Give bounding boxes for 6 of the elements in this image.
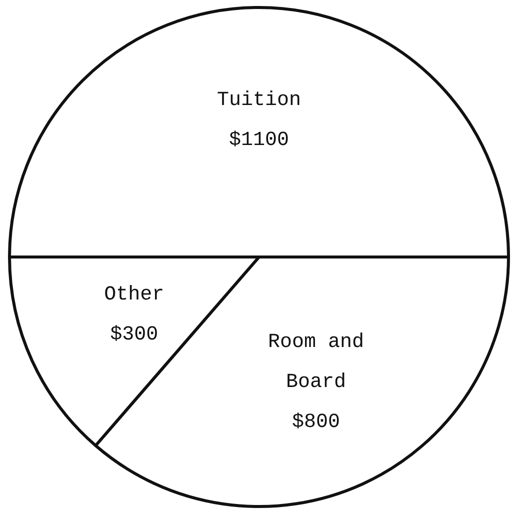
data-label: $800: [292, 411, 340, 434]
data-label: $300: [110, 323, 158, 346]
slice-label: Tuition: [216, 89, 302, 112]
slice-label: Other: [104, 283, 164, 306]
slice-label: Room and Board: [268, 331, 364, 394]
data-label: $1100: [228, 129, 290, 152]
